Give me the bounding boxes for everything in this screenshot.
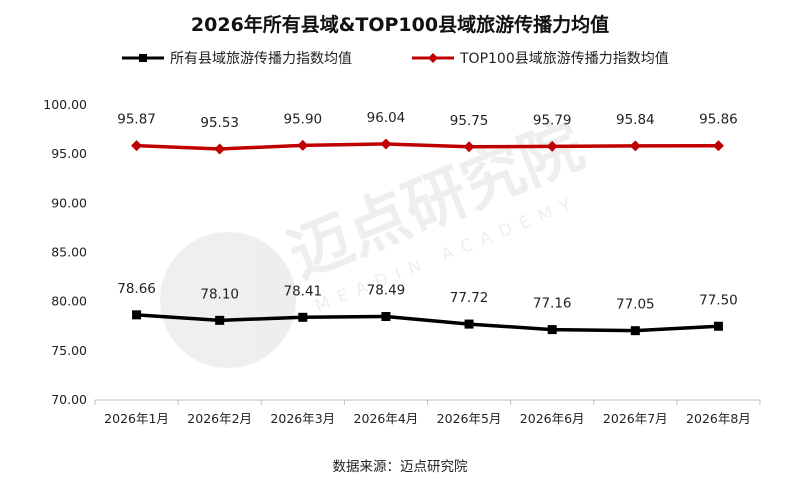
- series-2: 95.87 95.53 95.90 96.04 95.75 95.79 95.84 95.86: [117, 110, 738, 155]
- data-label: 78.49: [367, 283, 406, 299]
- source-note: 数据来源：迈点研究院: [333, 459, 468, 475]
- data-label: 95.53: [200, 115, 239, 131]
- legend-item-top100: TOP100县域旅游传播力指数均值: [412, 51, 669, 67]
- legend-marker-top100: [428, 53, 438, 63]
- y-tick-label: 95.00: [51, 146, 87, 161]
- data-label: 95.79: [533, 112, 572, 128]
- legend-marker-all: [139, 54, 147, 62]
- data-point: [630, 326, 640, 336]
- x-tick-label: 2026年8月: [686, 411, 751, 426]
- data-point: [463, 141, 475, 153]
- data-point: [464, 319, 474, 329]
- data-label: 77.50: [699, 292, 738, 308]
- series-line: [136, 142, 719, 151]
- data-point: [214, 143, 226, 155]
- y-tick-label: 90.00: [51, 195, 87, 210]
- data-point: [381, 312, 391, 322]
- y-tick-label: 75.00: [51, 343, 87, 358]
- data-point: [546, 140, 558, 152]
- series-1: 78.66 78.10 78.41 78.49 77.72 77.16 77.05 77.50: [117, 281, 738, 336]
- legend: 所有县域旅游传播力指数均值 TOP100县域旅游传播力指数均值: [122, 51, 669, 67]
- data-point: [215, 315, 225, 325]
- x-tick-label: 2026年1月: [104, 411, 169, 426]
- data-point: [629, 140, 641, 152]
- legend-item-all-counties: 所有县域旅游传播力指数均值: [122, 51, 352, 67]
- x-tick-label: 2026年7月: [603, 411, 668, 426]
- x-tick-label: 2026年2月: [187, 411, 252, 426]
- data-label: 78.66: [117, 281, 156, 297]
- y-axis: 70.00 75.00 80.00 85.00 90.00 95.00 100.00: [43, 97, 87, 407]
- data-label: 77.05: [616, 297, 655, 313]
- watermark-logo: [160, 232, 296, 368]
- data-point: [547, 325, 557, 335]
- data-label: 78.10: [200, 286, 239, 302]
- data-point: [298, 312, 308, 322]
- data-label: 95.87: [117, 112, 156, 128]
- data-label: 96.04: [367, 110, 406, 126]
- legend-label-all: 所有县域旅游传播力指数均值: [170, 51, 352, 67]
- chart-title: 2026年所有县域&TOP100县域旅游传播力均值: [191, 13, 609, 36]
- x-tick-label: 2026年5月: [437, 411, 502, 426]
- data-label: 95.90: [283, 111, 322, 127]
- data-point: [713, 321, 723, 331]
- plot-area: 78.66 78.10 78.41 78.49 77.72 77.16 77.05 77.50…: [117, 110, 738, 336]
- data-label: 95.84: [616, 112, 655, 128]
- data-point: [380, 138, 392, 150]
- data-point: [297, 139, 309, 151]
- data-label: 95.86: [699, 112, 738, 128]
- data-point: [712, 140, 724, 152]
- x-axis: 2026年1月 2026年2月 2026年3月 2026年4月 2026年5月 2026年…: [94, 399, 761, 426]
- x-tick-label: 2026年6月: [520, 411, 585, 426]
- x-tick-label: 2026年3月: [270, 411, 335, 426]
- legend-label-top100: TOP100县域旅游传播力指数均值: [459, 51, 669, 67]
- data-label: 95.75: [450, 113, 489, 129]
- data-label: 77.16: [533, 296, 572, 312]
- y-tick-label: 70.00: [51, 392, 87, 407]
- data-label: 78.41: [283, 283, 322, 299]
- data-label: 77.72: [450, 290, 489, 306]
- y-tick-label: 100.00: [43, 97, 87, 112]
- data-point: [131, 140, 143, 152]
- y-tick-label: 80.00: [51, 294, 87, 309]
- x-tick-label: 2026年4月: [354, 411, 419, 426]
- series-line: [136, 313, 719, 333]
- data-point: [132, 310, 142, 320]
- y-tick-label: 85.00: [51, 245, 87, 260]
